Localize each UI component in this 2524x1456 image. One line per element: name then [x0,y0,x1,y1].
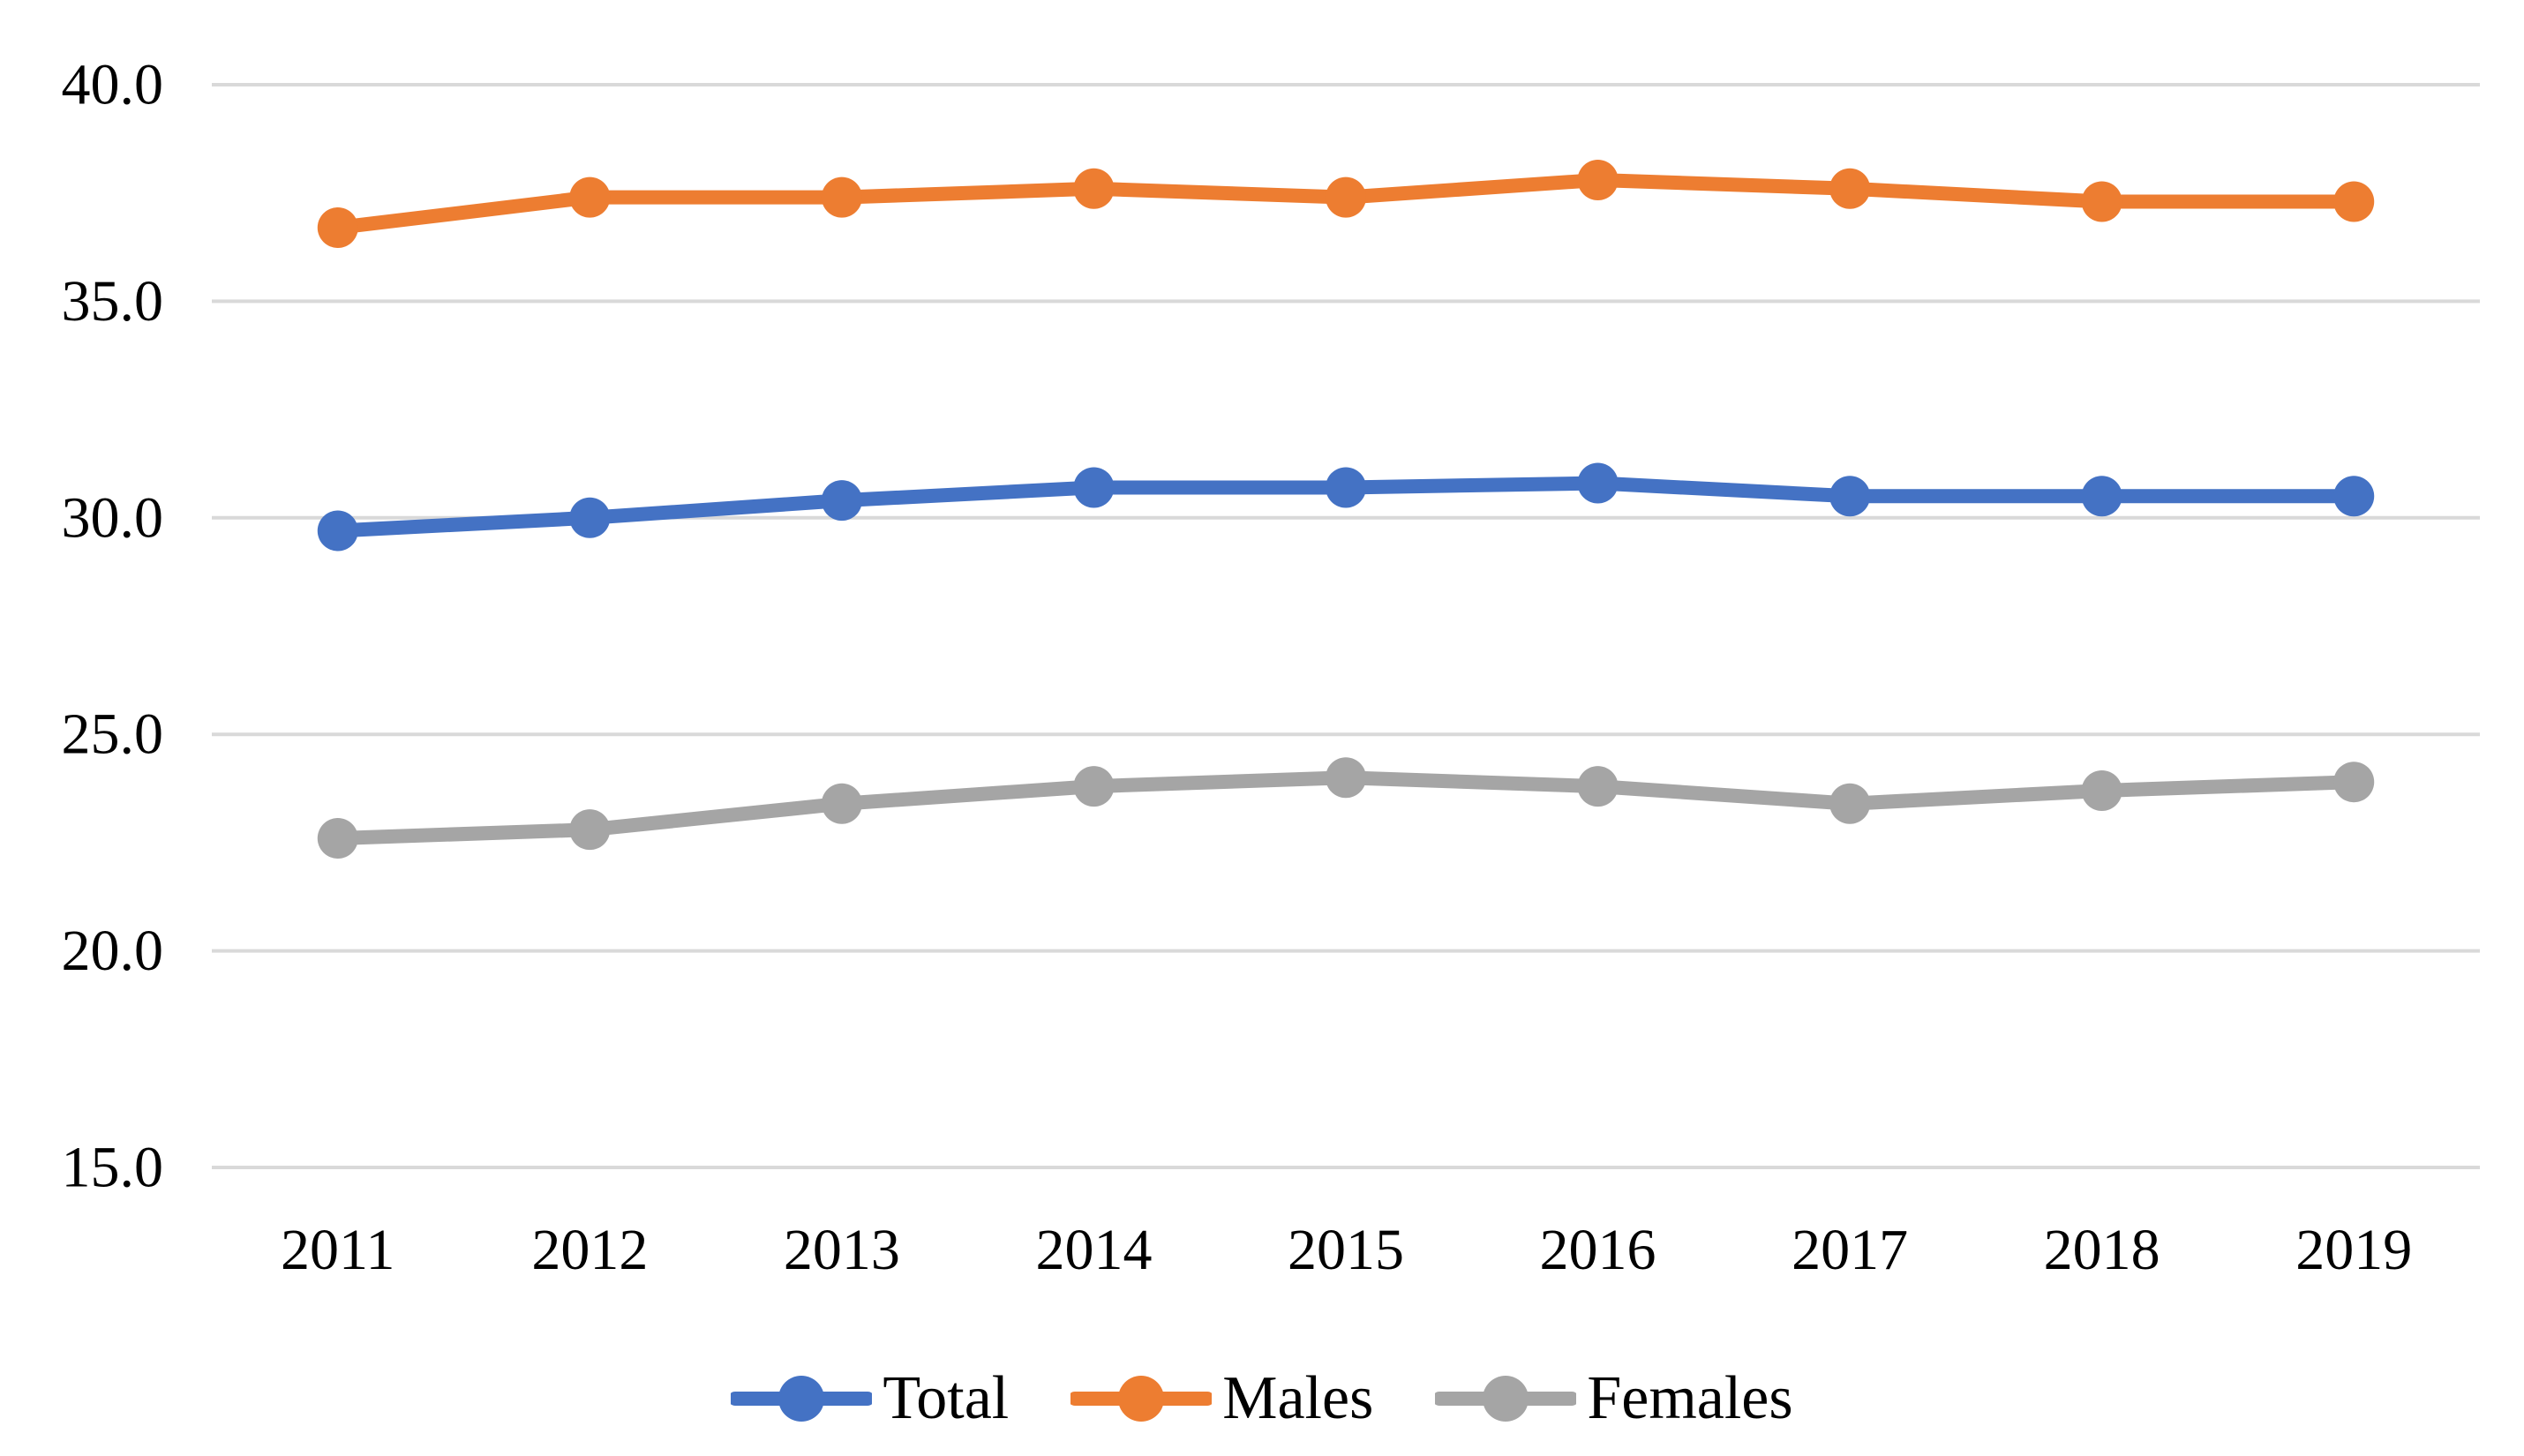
y-tick-label: 35.0 [62,269,164,334]
data-point-females-2015 [1326,757,1366,799]
data-point-females-2011 [317,817,358,859]
legend-marker-line-dot-icon [1070,1376,1213,1422]
data-point-males-2015 [1326,176,1366,218]
data-point-total-2017 [1829,476,1871,517]
chart-legend: Total Males Females [0,1359,2524,1438]
x-tick-label: 2011 [281,1218,395,1282]
data-point-females-2013 [821,783,862,824]
legend-label-total: Total [883,1364,1010,1432]
x-tick-label: 2012 [531,1218,648,1282]
y-tick-label: 40.0 [62,53,164,117]
data-point-males-2019 [2333,181,2375,222]
y-tick-label: 20.0 [62,919,164,983]
x-tick-label: 2013 [784,1218,900,1282]
legend-item-males: Males [1070,1368,1373,1430]
data-point-total-2011 [317,510,358,552]
data-point-females-2019 [2333,762,2375,803]
x-tick-label: 2015 [1288,1218,1404,1282]
y-tick-label: 15.0 [62,1136,164,1200]
data-point-males-2012 [569,176,611,218]
y-tick-label: 30.0 [62,485,164,550]
data-point-total-2012 [569,497,611,538]
data-point-males-2018 [2081,181,2122,222]
y-tick-label: 25.0 [62,702,164,767]
data-point-total-2016 [1577,462,1619,504]
legend-marker-line-dot-icon [731,1376,873,1422]
data-point-males-2014 [1073,168,1115,209]
data-point-total-2015 [1326,467,1366,508]
legend-label-females: Females [1587,1364,1793,1432]
x-tick-label: 2017 [1792,1218,1908,1282]
x-tick-label: 2018 [2044,1218,2160,1282]
data-point-total-2018 [2081,476,2122,517]
data-point-females-2016 [1577,766,1619,807]
data-point-total-2019 [2333,476,2375,517]
data-point-males-2011 [317,206,358,248]
legend-marker-line-dot-icon [1435,1376,1577,1422]
x-tick-label: 2014 [1035,1218,1152,1282]
legend-item-females: Females [1435,1364,1793,1432]
x-tick-label: 2016 [1540,1218,1656,1282]
legend-item-total: Total [731,1368,1009,1430]
x-tick-label: 2019 [2295,1218,2412,1282]
data-point-males-2016 [1577,159,1619,200]
data-point-females-2014 [1073,766,1115,807]
legend-label-males: Males [1222,1364,1374,1432]
data-point-males-2013 [821,176,862,218]
data-point-total-2014 [1073,467,1115,508]
data-point-females-2017 [1829,783,1871,824]
data-point-total-2013 [821,480,862,522]
data-point-females-2012 [569,809,611,851]
data-point-females-2018 [2081,770,2122,812]
data-point-males-2017 [1829,168,1871,209]
